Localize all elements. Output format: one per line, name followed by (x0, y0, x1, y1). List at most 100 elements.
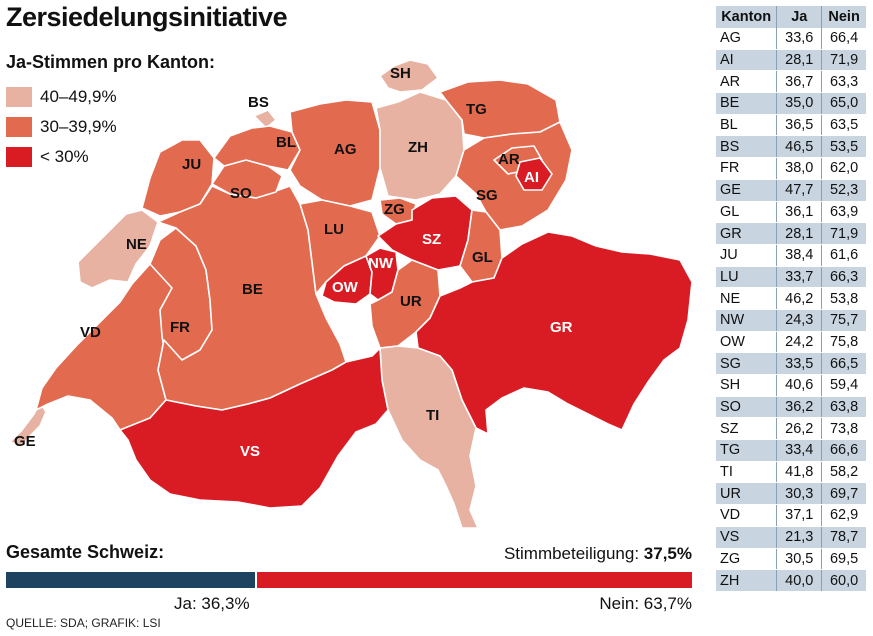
table-cell-nein: 58,2 (821, 461, 866, 484)
table-cell-nein: 69,7 (821, 482, 866, 506)
table-cell-nein: 53,8 (821, 287, 866, 310)
table-cell-ja: 33,4 (776, 439, 823, 462)
table-cell-ja: 36,1 (776, 201, 823, 224)
table-cell-ja: 47,7 (776, 179, 823, 202)
map-label-ar: AR (498, 151, 520, 168)
table-cell-nein: 71,9 (821, 49, 866, 72)
map-label-ge: GE (14, 433, 36, 450)
canton-ne (77, 209, 159, 289)
canton-vs (119, 347, 389, 509)
canton-sh (379, 59, 439, 93)
table-cell-kanton: GE (716, 179, 778, 202)
switzerland-map: GE VD NE JU FR BE SO BS BL AG LU ZH SH TG ZG SZ NW OW UR GL… (9, 59, 693, 529)
table-row: SO 36,2 63,8 (716, 396, 866, 419)
map-label-ju: JU (182, 156, 201, 173)
table-cell-kanton: NW (716, 309, 778, 332)
table-cell-ja: 33,7 (776, 266, 823, 289)
nein-bar-segment (257, 572, 692, 588)
table-cell-ja: 46,5 (776, 135, 823, 159)
table-cell-ja: 36,2 (776, 396, 823, 419)
table-cell-nein: 66,4 (821, 28, 866, 50)
map-label-gl: GL (472, 249, 493, 266)
table-cell-nein: 78,7 (821, 526, 866, 549)
table-row: GE 47,7 52,3 (716, 179, 866, 202)
table-row: UR 30,3 69,7 (716, 482, 866, 506)
table-row: BS 46,5 53,5 (716, 135, 866, 159)
table-cell-nein: 66,6 (821, 439, 866, 462)
canton-gr (415, 231, 693, 435)
table-row: OW 24,2 75,8 (716, 331, 866, 354)
table-cell-nein: 69,5 (821, 548, 866, 571)
table-cell-ja: 36,7 (776, 70, 823, 94)
table-cell-kanton: SZ (716, 417, 778, 441)
table-cell-kanton: ZG (716, 548, 778, 571)
table-header-row: Kanton Ja Nein (716, 6, 866, 28)
results-table: Kanton Ja Nein AG 33,6 66,4 AI 28,1 71,9 AR 36,… (716, 6, 866, 592)
map-label-sz: SZ (422, 231, 441, 248)
table-cell-kanton: VS (716, 526, 778, 549)
table-cell-ja: 33,5 (776, 352, 823, 375)
canton-ai (515, 157, 553, 191)
result-bar (6, 572, 692, 588)
legend-label-dark: < 30% (40, 147, 89, 166)
table-row: AR 36,7 63,3 (716, 70, 866, 94)
table-cell-nein: 63,9 (821, 201, 866, 224)
table-cell-ja: 26,2 (776, 417, 823, 441)
table-cell-nein: 71,9 (821, 222, 866, 245)
table-row: ZG 30,5 69,5 (716, 548, 866, 571)
table-cell-kanton: LU (716, 266, 778, 289)
table-cell-nein: 63,5 (821, 114, 866, 137)
nein-label: Nein: 63,7% (599, 594, 692, 613)
map-label-so: SO (230, 185, 252, 202)
table-cell-nein: 59,4 (821, 374, 866, 397)
canton-sg (455, 121, 573, 231)
map-label-vd: VD (80, 324, 101, 341)
map-label-ow: OW (332, 279, 359, 296)
table-cell-kanton: SH (716, 374, 778, 397)
legend-swatch-medium (6, 117, 32, 137)
table-cell-kanton: BL (716, 114, 778, 137)
table-cell-ja: 37,1 (776, 504, 823, 527)
table-cell-kanton: TI (716, 461, 778, 484)
table-row: AI 28,1 71,9 (716, 49, 866, 72)
table-cell-ja: 28,1 (776, 49, 823, 72)
table-cell-nein: 66,5 (821, 352, 866, 375)
table-cell-kanton: VD (716, 504, 778, 527)
legend-title: Ja-Stimmen pro Kanton: (6, 52, 216, 72)
table-cell-ja: 41,8 (776, 461, 823, 484)
table-cell-kanton: AG (716, 28, 778, 50)
table-row: BE 35,0 65,0 (716, 92, 866, 115)
table-row: SZ 26,2 73,8 (716, 417, 866, 441)
ja-bar-segment (6, 572, 256, 588)
table-row: GL 36,1 63,9 (716, 201, 866, 224)
table-cell-ja: 38,4 (776, 244, 823, 267)
turnout-label: Stimmbeteiligung: (503, 544, 640, 563)
table-row: LU 33,7 66,3 (716, 266, 866, 289)
table-cell-ja: 24,2 (776, 331, 823, 354)
table-row: GR 28,1 71,9 (716, 222, 866, 245)
table-cell-ja: 46,2 (776, 287, 823, 310)
table-row: JU 38,4 61,6 (716, 244, 866, 267)
table-cell-nein: 73,8 (821, 417, 866, 441)
legend-label-medium: 30–39,9% (40, 117, 117, 136)
map-label-bl: BL (276, 134, 296, 151)
table-cell-ja: 30,3 (776, 482, 823, 506)
table-row: NW 24,3 75,7 (716, 309, 866, 332)
table-cell-ja: 40,0 (776, 569, 823, 592)
map-label-zg: ZG (384, 201, 405, 218)
table-cell-kanton: BS (716, 135, 778, 159)
table-cell-kanton: BE (716, 92, 778, 115)
map-label-vs: VS (240, 443, 260, 460)
table-cell-kanton: NE (716, 287, 778, 310)
table-cell-ja: 33,6 (776, 28, 823, 50)
table-header-nein: Nein (821, 6, 866, 28)
table-cell-nein: 53,5 (821, 135, 866, 159)
map-label-gr: GR (550, 319, 573, 336)
map-label-lu: LU (324, 221, 344, 238)
table-cell-kanton: TG (716, 439, 778, 462)
table-cell-ja: 28,1 (776, 222, 823, 245)
table-cell-kanton: FR (716, 157, 778, 180)
map-label-ai: AI (524, 169, 539, 186)
table-cell-ja: 35,0 (776, 92, 823, 115)
table-header-ja: Ja (776, 6, 823, 28)
